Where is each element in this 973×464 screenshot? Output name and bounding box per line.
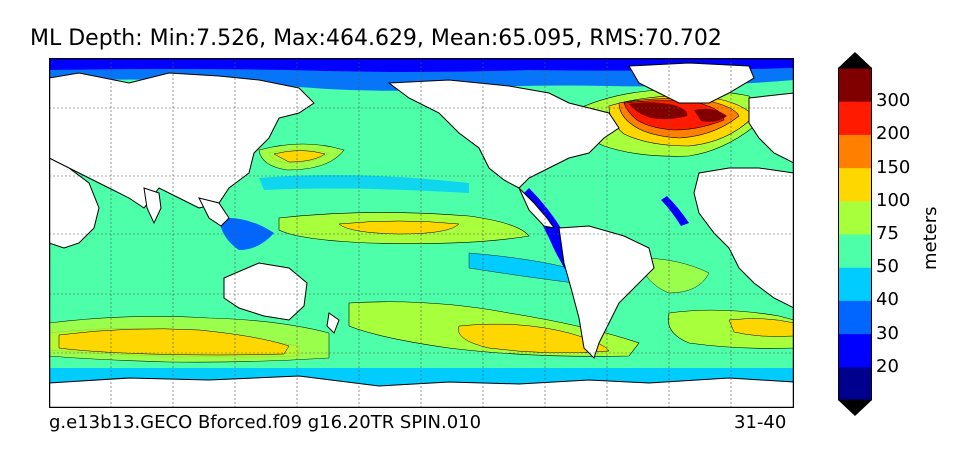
colorbar-segment [838, 200, 872, 235]
colorbar-tick-label: 30 [876, 322, 899, 344]
colorbar-tick-label: 300 [876, 90, 911, 112]
southern-ocean-yellow-band-1b [58, 328, 290, 356]
colorbar-units-label: meters [920, 206, 941, 270]
colorbar-tick-label: 20 [876, 355, 899, 377]
landmass-south-america [558, 225, 655, 359]
colorbar-min-extend [838, 400, 872, 416]
colorbar-tick-label: 75 [876, 223, 899, 244]
landmass-india [143, 187, 162, 225]
landmass-north-america [387, 79, 620, 189]
equatorial-pacific-yellow [338, 220, 460, 235]
run-id-label: g.e13b13.GECO Bforced.f09 g16.20TR SPIN.… [49, 412, 482, 433]
landmass-new-zealand [326, 312, 340, 334]
colorbar-tick-label: 50 [876, 256, 899, 278]
landmass-africa-east [48, 157, 100, 249]
landmass-southeast-asia [198, 197, 230, 227]
colorbar-tick-label: 150 [876, 156, 911, 178]
south-atlantic-green [638, 257, 710, 294]
map-title: ML Depth: Min:7.526, Max:464.629, Mean:6… [30, 26, 722, 51]
landmass-eurasia-west [48, 72, 315, 209]
colorbar-tick-label: 200 [876, 123, 911, 145]
landmass-greenland [628, 62, 755, 104]
colorbar-tick-label: 40 [876, 289, 899, 311]
landmass-australia [223, 262, 308, 321]
colorbar [838, 52, 872, 416]
map-frame [48, 57, 795, 409]
equatorial-pacific-cyan [259, 174, 469, 193]
colorbar-segment [838, 333, 872, 368]
colorbar-segment [838, 234, 872, 268]
colorbar-segment [838, 366, 872, 401]
landmass-africa-west [693, 167, 795, 309]
colorbar-segment [838, 300, 872, 335]
west-africa-coastal-blue [661, 196, 689, 226]
southern-ocean-yellow-band-2 [458, 323, 610, 354]
colorbar-tick-label: 100 [876, 189, 911, 211]
north-atlantic-darkred-2 [694, 108, 727, 122]
colorbar-segment [838, 267, 872, 301]
colorbar-max-extend [838, 52, 872, 68]
north-pacific-yellow-core [273, 150, 326, 163]
arctic-deep-band [49, 58, 794, 72]
colorbar-segment [838, 101, 872, 135]
colorbar-segment [838, 68, 872, 102]
colorbar-segment [838, 167, 872, 202]
period-label: 31-40 [734, 412, 787, 433]
mixed-layer-depth-map [48, 57, 795, 409]
colorbar-segment [838, 134, 872, 169]
graticule [49, 58, 794, 408]
north-atlantic-darkred [629, 102, 688, 120]
